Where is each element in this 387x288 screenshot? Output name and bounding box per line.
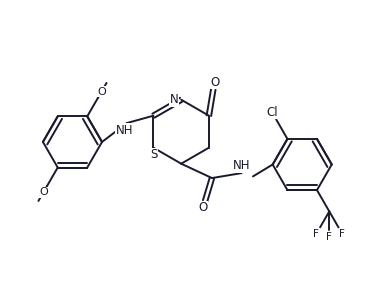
Text: O: O — [199, 201, 208, 214]
Text: N: N — [170, 93, 178, 106]
Text: O: O — [210, 76, 219, 89]
Text: F: F — [313, 229, 319, 239]
Text: F: F — [339, 229, 345, 239]
Text: O: O — [97, 86, 106, 96]
Text: NH: NH — [233, 159, 250, 172]
Text: S: S — [150, 148, 157, 161]
Text: Cl: Cl — [266, 106, 278, 119]
Text: F: F — [326, 232, 332, 242]
Text: O: O — [39, 187, 48, 197]
Text: NH: NH — [116, 124, 134, 137]
